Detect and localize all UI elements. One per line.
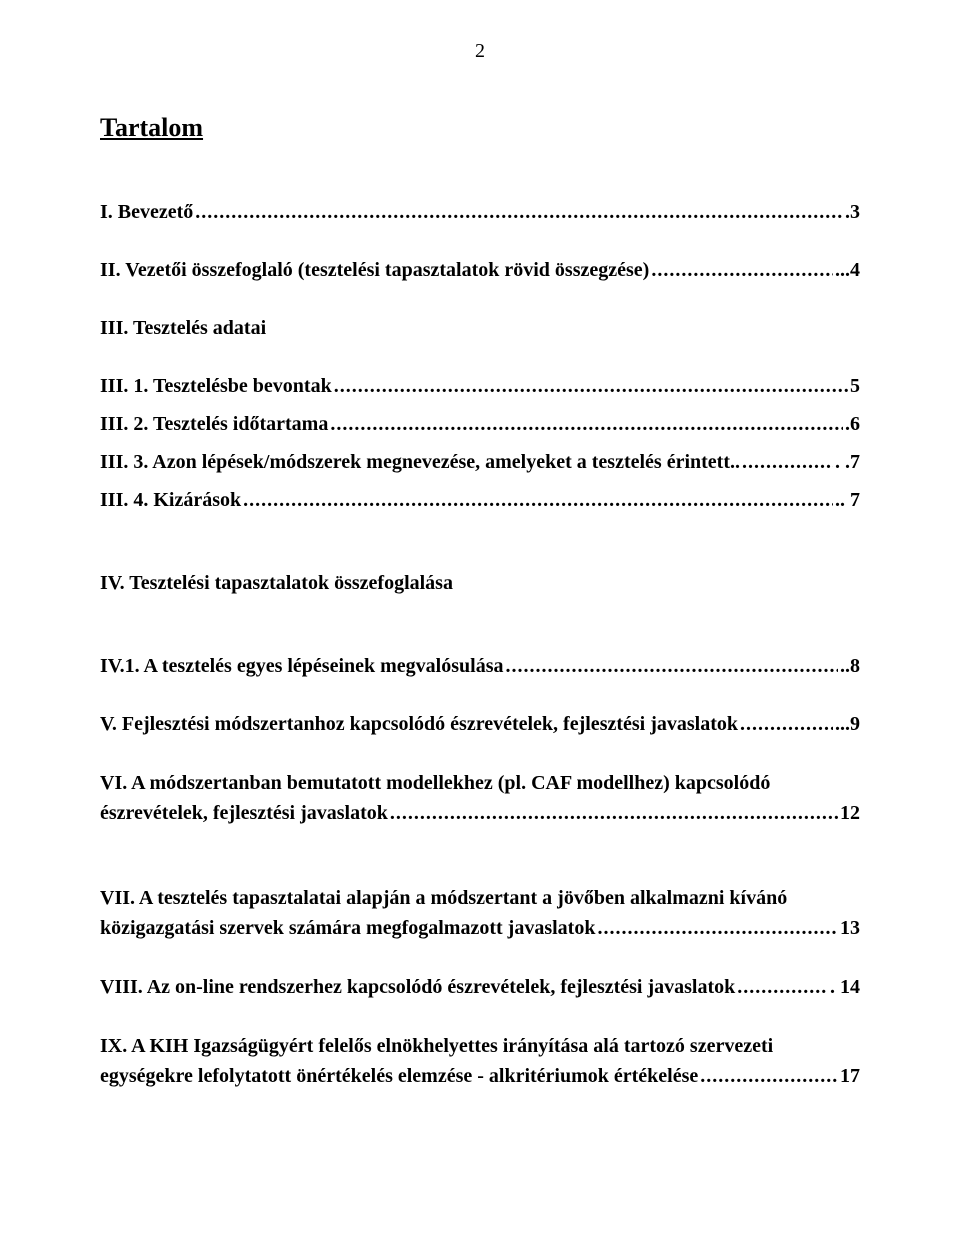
toc-text: IV. Tesztelési tapasztalatok összefoglal… [100,572,453,594]
toc-text-line1: IX. A KIH Igazságügyért felelős elnökhel… [100,1031,860,1061]
leader-dots [241,486,833,514]
toc-page: .. 7 [833,486,860,514]
leader-dots [328,410,843,438]
toc-text: III. 2. Tesztelés időtartama [100,410,328,438]
leader-dots [649,256,833,284]
page-number: 2 [100,40,860,63]
toc-text-line2: egységekre lefolytatott önértékelés elem… [100,1061,698,1091]
toc-text: IV.1. A tesztelés egyes lépéseinek megva… [100,652,504,680]
leader-dots [388,798,838,828]
toc-entry-v: V. Fejlesztési módszertanhoz kapcsolódó … [100,710,860,738]
toc-page: .6 [843,410,860,438]
toc-text-line2: észrevételek, fejlesztési javaslatok [100,798,388,828]
leader-dots [595,913,838,943]
toc-page: ...4 [833,256,860,284]
toc-text: III. 3. Azon lépések/módszerek megnevezé… [100,448,740,476]
toc-text: V. Fejlesztési módszertanhoz kapcsolódó … [100,710,738,738]
leader-dots [735,973,828,1001]
toc-text: VIII. Az on-line rendszerhez kapcsolódó … [100,973,735,1001]
toc-title: Tartalom [100,113,860,143]
toc-text-line1: VII. A tesztelés tapasztalatai alapján a… [100,883,860,913]
toc-entry-iii1: III. 1. Tesztelésbe bevontak 5 [100,372,860,400]
toc-entry-iv: IV. Tesztelési tapasztalatok összefoglal… [100,569,860,597]
toc-entry-vii: VII. A tesztelés tapasztalatai alapján a… [100,883,860,943]
toc-text: III. 1. Tesztelésbe bevontak [100,372,332,400]
toc-text-line2: közigazgatási szervek számára megfogalma… [100,913,595,943]
toc-page: 17 [838,1061,860,1091]
toc-entry-ii: II. Vezetői összefoglaló (tesztelési tap… [100,256,860,284]
toc-text: III. 4. Kizárások [100,486,241,514]
toc-text: II. Vezetői összefoglaló (tesztelési tap… [100,256,649,284]
toc-entry-viii: VIII. Az on-line rendszerhez kapcsolódó … [100,973,860,1001]
leader-dots [740,448,833,476]
toc-text-line1: VI. A módszertanban bemutatott modellekh… [100,768,860,798]
toc-text: I. Bevezető [100,198,193,226]
toc-entry-iii: III. Tesztelés adatai [100,314,860,342]
toc-entry-iv1: IV.1. A tesztelés egyes lépéseinek megva… [100,652,860,680]
toc-page: . .7 [833,448,860,476]
leader-dots [193,198,843,226]
toc-page: 5 [848,372,860,400]
toc-entry-iii2: III. 2. Tesztelés időtartama .6 [100,410,860,438]
toc-page: .3 [843,198,860,226]
toc-text: III. Tesztelés adatai [100,317,266,339]
toc-entry-iii4: III. 4. Kizárások .. 7 [100,486,860,514]
toc-page: ...9 [833,710,860,738]
toc-entry-ix: IX. A KIH Igazságügyért felelős elnökhel… [100,1031,860,1091]
toc-entry-i: I. Bevezető .3 [100,198,860,226]
leader-dots [698,1061,838,1091]
leader-dots [332,372,848,400]
toc-page: ..8 [838,652,860,680]
toc-entry-iii3: III. 3. Azon lépések/módszerek megnevezé… [100,448,860,476]
toc-page: 13 [838,913,860,943]
leader-dots [504,652,839,680]
toc-entry-vi: VI. A módszertanban bemutatott modellekh… [100,768,860,828]
toc-page: 12 [838,798,860,828]
toc-page: . 14 [828,973,860,1001]
document-page: 2 Tartalom I. Bevezető .3 II. Vezetői ös… [0,0,960,1181]
leader-dots [738,710,833,738]
